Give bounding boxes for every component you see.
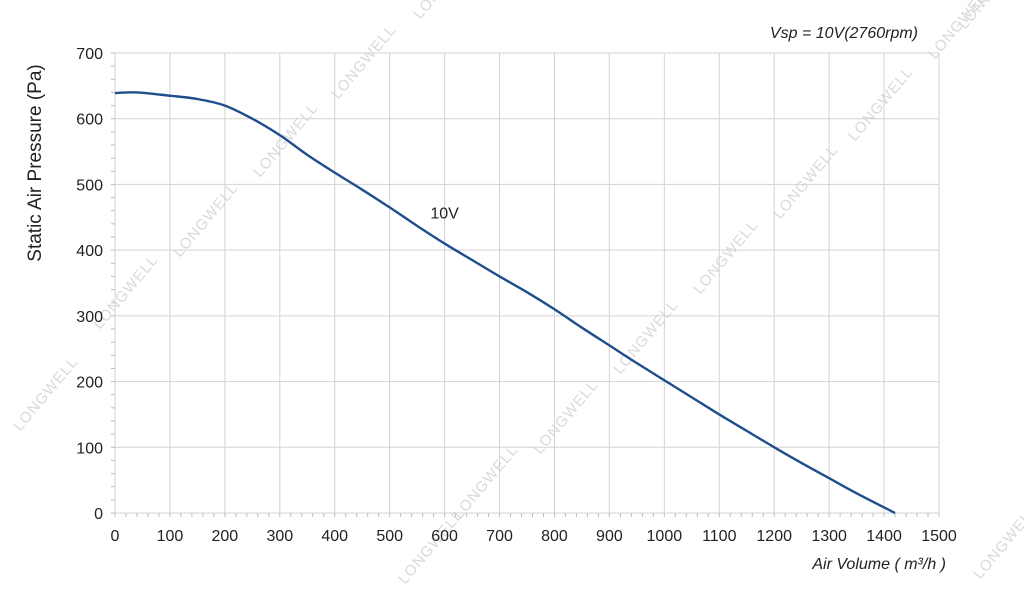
x-tick-label: 500	[376, 528, 403, 545]
x-axis-title: Air Volume ( m³/h )	[811, 556, 946, 573]
watermark-text: LONGWELL	[530, 377, 602, 458]
x-tick-label: 1400	[866, 528, 902, 545]
watermark-layer: LONGWELLLONGWELLLONGWELLLONGWELLLONGWELL…	[10, 0, 1024, 588]
y-tick-label: 600	[76, 112, 103, 129]
x-tick-label: 100	[157, 528, 184, 545]
y-tick-label: 400	[76, 243, 103, 260]
x-tick-label: 1300	[811, 528, 847, 545]
x-tick-label: 1100	[702, 528, 737, 545]
x-tick-label: 600	[431, 528, 458, 545]
x-tick-label: 0	[111, 528, 120, 545]
watermark-text: LONGWELL	[410, 0, 482, 23]
y-tick-labels: 0 100 200 300 400 500 600 700	[76, 46, 103, 523]
annotations: 10V	[430, 206, 459, 223]
watermark-text: LONGWELL	[450, 442, 522, 523]
x-tick-label: 1500	[921, 528, 957, 545]
watermark-text: LONGWELL	[970, 502, 1024, 583]
x-tick-label: 300	[266, 528, 293, 545]
x-tick-label: 400	[321, 528, 348, 545]
watermark-text: LONGWELL	[170, 180, 242, 261]
y-tick-label: 700	[76, 46, 103, 63]
y-tick-label: 0	[94, 506, 103, 523]
y-tick-label: 200	[76, 375, 103, 392]
watermark-text: LONGWELL	[328, 22, 400, 103]
watermark-text: LONGWELL	[610, 297, 682, 378]
series-line-10v	[114, 91, 896, 515]
y-tick-label: 500	[76, 177, 103, 194]
watermark-text: LONGWELL	[395, 507, 467, 588]
watermark-text: LONGWELL	[845, 64, 917, 145]
x-tick-label: 700	[486, 528, 513, 545]
x-tick-label: 900	[596, 528, 623, 545]
watermark-text: LONGWELL	[690, 217, 762, 298]
x-tick-label: 800	[541, 528, 568, 545]
y-tick-label: 100	[76, 440, 103, 457]
chart-title: Vsp = 10V(2760rpm)	[770, 25, 918, 42]
minor-ticks	[111, 52, 940, 517]
watermark-text: LONGWELL	[10, 354, 82, 435]
grid	[114, 52, 940, 514]
x-tick-label: 1000	[647, 528, 683, 545]
x-tick-label: 200	[212, 528, 239, 545]
x-tick-label: 1200	[756, 528, 792, 545]
series-layer	[114, 91, 896, 515]
x-tick-labels: 0 100 200 300 400 500 600 700 800 900 1000 1100 1200…	[111, 528, 957, 545]
series-label: 10V	[430, 206, 459, 223]
y-axis-title: Static Air Pressure (Pa)	[25, 64, 46, 261]
y-tick-label: 300	[76, 309, 103, 326]
watermark-text: LONGWELL	[770, 142, 842, 223]
